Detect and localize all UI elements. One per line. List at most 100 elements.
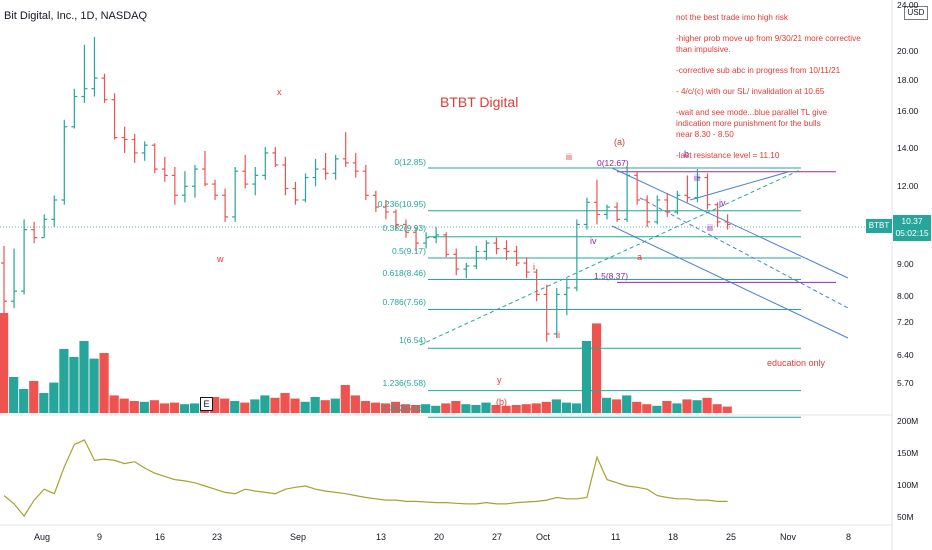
price-bar [604,204,610,220]
wave-label-b: b [684,149,690,159]
volume-bar [531,403,541,413]
price-bar [543,284,550,342]
x-tick: 16 [155,532,166,542]
x-tick: 11 [611,532,621,542]
wave-label-b-paren: (b) [496,397,507,407]
price-bar [151,143,158,174]
volume-bar [270,397,280,413]
price-bar [644,195,651,228]
volume-bar [280,393,290,413]
volume-bar [39,393,49,413]
volume-bar [220,398,230,413]
price-bar [493,237,500,255]
price-bar [101,73,108,103]
volume-bar [401,404,411,413]
volume-bar [109,395,119,413]
volume-bar [722,406,732,413]
fib-label-1: 1(6.54) [399,335,426,345]
price-bar [403,219,409,238]
volume-bar [571,403,582,413]
price-bar [423,232,430,249]
volume-bar [561,402,571,413]
earnings-badge[interactable]: E [200,397,213,411]
volume-bar [230,401,240,413]
volume-bar [69,357,79,413]
x-tick: 23 [212,532,223,542]
price-bar [593,179,600,225]
note-line: not the best trade imo high risk [676,13,788,22]
price-bar [634,171,641,205]
x-tick: Oct [536,532,551,542]
volume-bar [99,353,109,413]
x-tick: 20 [434,532,445,542]
volume-bar [702,397,712,413]
volume-bar [240,402,250,413]
last-price-tag: 10.37 05:02:15 [893,215,931,241]
vol-tick: 100M [897,480,919,490]
price-bar [81,44,88,103]
x-tick: 13 [376,532,387,542]
volume-bar [29,381,39,413]
volume-bar [149,400,159,413]
fib-label-0786: 0.786(7.56) [382,297,426,307]
y-tick: 6.40 [897,350,914,360]
price-bar [242,154,249,189]
price-bar [382,199,389,220]
volume-bar [431,405,441,413]
volume-bar [652,405,662,413]
price-bar [684,175,691,203]
price-bar [272,147,279,167]
volume-bar [300,401,310,413]
price-bar [51,195,58,228]
symbol-header[interactable]: Bit Digital, Inc., 1D, NASDAQ [4,10,148,22]
volume-bar [340,385,350,413]
volume-bar [421,404,431,413]
volume-bar [682,399,692,413]
vol-tick: 150M [897,448,919,458]
volume-bar [672,403,682,413]
price-bar [724,214,731,230]
price-bar [463,263,470,279]
price-bar [362,164,369,200]
price-bar [694,169,701,203]
price-bar [433,227,440,244]
volume-bar [89,358,99,413]
price-bar [563,278,570,316]
y-tick: 18.00 [897,75,919,85]
wave-label-x: x [277,87,282,97]
volume-bar [159,403,169,413]
volume-bar [642,404,652,413]
y-tick: 8.00 [897,291,914,301]
note-line: -last resistance level = 11.10 [676,151,780,160]
wave-label-iv: iv [590,236,597,246]
price-bar [332,154,339,180]
wave-label-iii-low: iii [707,223,713,233]
education-note: education only [767,358,826,368]
price-bar [161,156,168,182]
price-bar [292,181,299,205]
currency-button[interactable]: USD [904,6,928,20]
volume-bar [451,401,461,413]
volume-bar [210,397,220,413]
price-bar [121,126,128,153]
price-bar [21,219,28,295]
wave-label-w: w [217,254,224,264]
price-bar [71,88,78,129]
volume-bar [692,400,702,413]
volume-bar [441,403,451,413]
fib-ext-label-15: 1.5(8.37) [594,271,629,281]
volume-bar [622,395,632,413]
price-bar [553,287,560,338]
channel-line-lower [611,225,849,339]
price-bar [714,202,721,228]
y-tick: 12.00 [897,181,919,191]
channel-line-mid [639,197,849,309]
y-tick: 16.00 [897,106,919,116]
note-line: - 4/c/(c) with our SL/ invalidation at 1… [676,87,825,96]
price-bar [573,219,580,292]
volume-bar [390,401,401,413]
price-bar [262,147,269,180]
price-bars [1,36,731,342]
volume-bar [350,395,360,413]
